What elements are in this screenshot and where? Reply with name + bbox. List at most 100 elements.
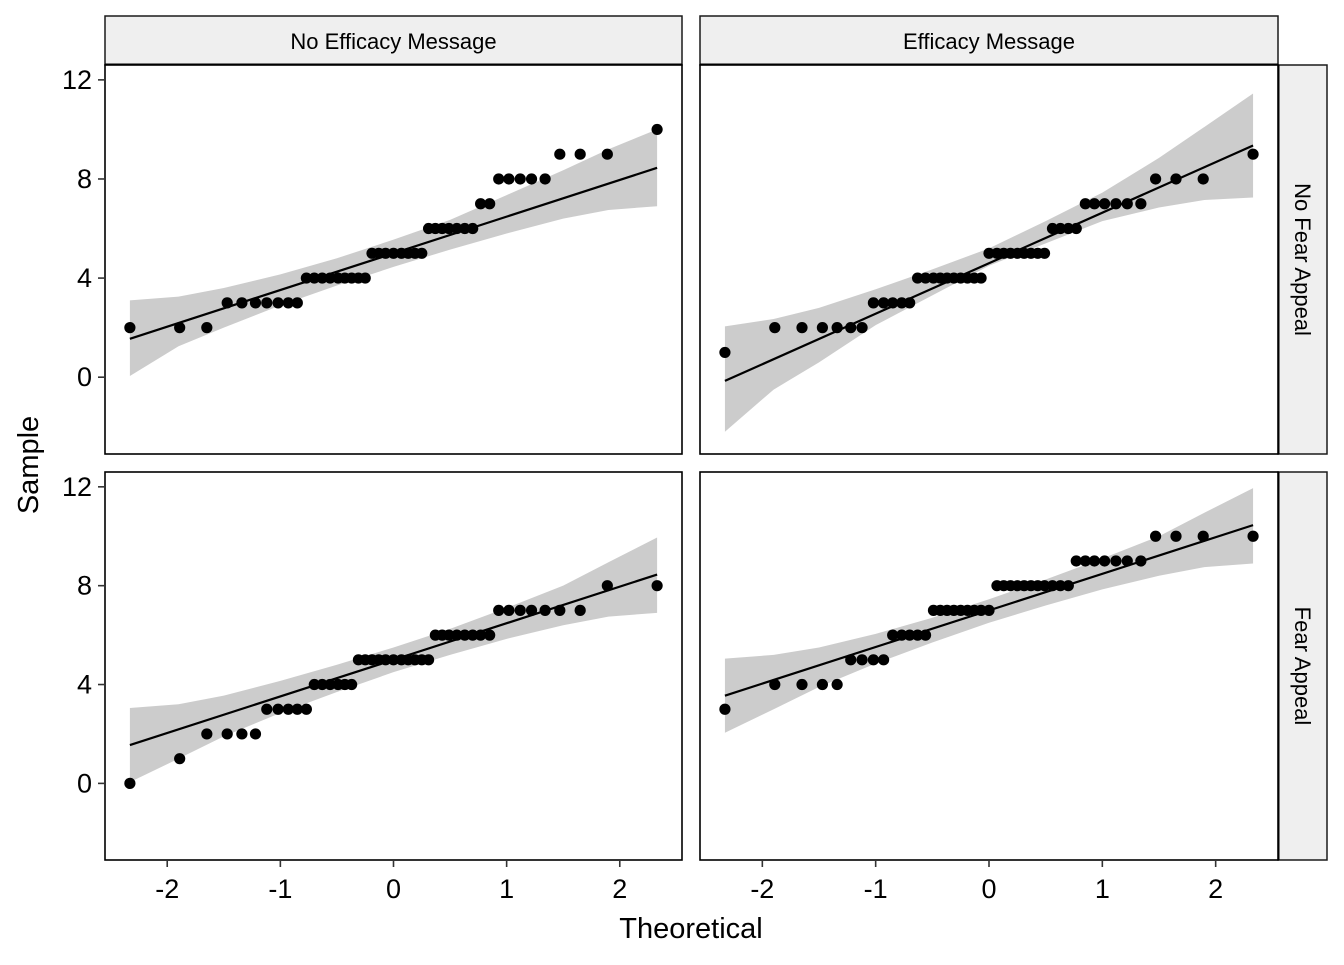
- data-point: [1247, 148, 1259, 160]
- data-point: [601, 580, 613, 592]
- data-point: [346, 678, 358, 691]
- x-tick-label: 1: [1095, 874, 1110, 904]
- data-point: [1110, 555, 1122, 567]
- data-point: [1135, 555, 1147, 567]
- data-point: [379, 247, 392, 259]
- x-tick-label: -2: [750, 874, 774, 904]
- data-point: [1197, 530, 1209, 542]
- data-point: [459, 629, 471, 641]
- data-point: [1054, 222, 1066, 235]
- y-tick-label: 12: [62, 472, 92, 502]
- reference-line: [724, 144, 1254, 382]
- data-point: [291, 703, 303, 715]
- data-point: [174, 322, 186, 334]
- data-point: [919, 629, 932, 641]
- panel-fear-efficacy: [699, 471, 1279, 861]
- data-point: [816, 678, 829, 691]
- data-point: [769, 678, 781, 691]
- data-point: [514, 173, 526, 185]
- data-point: [1046, 580, 1059, 592]
- row-strip-1-label: No Fear Appeal: [1290, 183, 1315, 336]
- y-tick-label: 0: [77, 362, 92, 392]
- data-point: [539, 173, 551, 185]
- data-point: [422, 654, 435, 666]
- column-strip-1: No Efficacy Message: [104, 15, 683, 67]
- data-point: [856, 322, 868, 334]
- data-point: [878, 297, 890, 309]
- x-tick-label: 2: [612, 874, 627, 904]
- data-point: [443, 222, 455, 235]
- data-point: [387, 247, 400, 259]
- data-point: [124, 322, 136, 334]
- data-point: [719, 703, 731, 715]
- data-point: [1150, 173, 1162, 185]
- data-point: [831, 678, 843, 691]
- data-point: [574, 604, 586, 616]
- data-point: [493, 604, 505, 616]
- data-point: [324, 678, 336, 691]
- data-point: [1038, 580, 1051, 592]
- data-point: [475, 198, 487, 210]
- data-point: [867, 654, 880, 666]
- data-point: [1079, 198, 1091, 210]
- x-axis-left-column: -2 -1 0 1 2: [155, 860, 627, 904]
- row-strip-1-box: [1277, 64, 1328, 455]
- data-point: [796, 322, 808, 334]
- data-point: [845, 322, 857, 334]
- x-tick-label: -1: [268, 874, 292, 904]
- row-strip-2-box: [1277, 471, 1328, 861]
- data-point: [201, 728, 213, 740]
- data-point: [261, 297, 273, 309]
- data-point: [1070, 222, 1082, 235]
- panel-fear-no-efficacy: [104, 471, 683, 861]
- data-point: [451, 629, 463, 641]
- data-point: [975, 272, 987, 284]
- data-point: [236, 297, 248, 309]
- data-point: [282, 297, 294, 309]
- data-point: [1088, 555, 1100, 567]
- row-strip-1: No Fear Appeal: [1276, 64, 1328, 455]
- panel-border: [699, 64, 1279, 455]
- data-point: [467, 222, 479, 235]
- data-point: [272, 297, 284, 309]
- x-tick-label: 2: [1208, 874, 1223, 904]
- data-point: [651, 580, 663, 592]
- data-point: [574, 148, 586, 160]
- data-point: [308, 272, 320, 284]
- data-point: [554, 148, 566, 160]
- panel-no-fear-efficacy: [699, 64, 1279, 455]
- data-point: [856, 654, 868, 666]
- x-tick-label: 1: [499, 874, 514, 904]
- data-point: [308, 678, 320, 691]
- data-point: [416, 247, 428, 259]
- data-point: [221, 728, 233, 740]
- x-axis-right-column: -2 -1 0 1 2: [750, 860, 1223, 904]
- data-point: [845, 654, 857, 666]
- data-point: [525, 604, 538, 616]
- data-point: [359, 272, 371, 284]
- data-point: [887, 629, 899, 641]
- data-point: [484, 629, 496, 641]
- column-strip-2: Efficacy Message: [699, 15, 1279, 67]
- data-point: [124, 777, 136, 789]
- data-point: [249, 297, 262, 309]
- data-point: [451, 222, 463, 235]
- data-point: [1070, 555, 1082, 567]
- data-point: [816, 322, 829, 334]
- data-point: [919, 272, 932, 284]
- data-point: [769, 322, 781, 334]
- x-tick-label: -2: [155, 874, 179, 904]
- data-point: [904, 629, 916, 641]
- x-axis-title: Theoretical: [619, 913, 762, 945]
- data-point: [1135, 198, 1147, 210]
- column-strip-1-box: [104, 15, 683, 66]
- data-point: [300, 703, 312, 715]
- data-point: [554, 604, 566, 616]
- data-point: [493, 173, 505, 185]
- data-point: [1150, 530, 1162, 542]
- data-point: [1088, 198, 1100, 210]
- row-strip-2: Fear Appeal: [1276, 471, 1328, 861]
- data-point: [300, 272, 312, 284]
- data-point: [467, 629, 479, 641]
